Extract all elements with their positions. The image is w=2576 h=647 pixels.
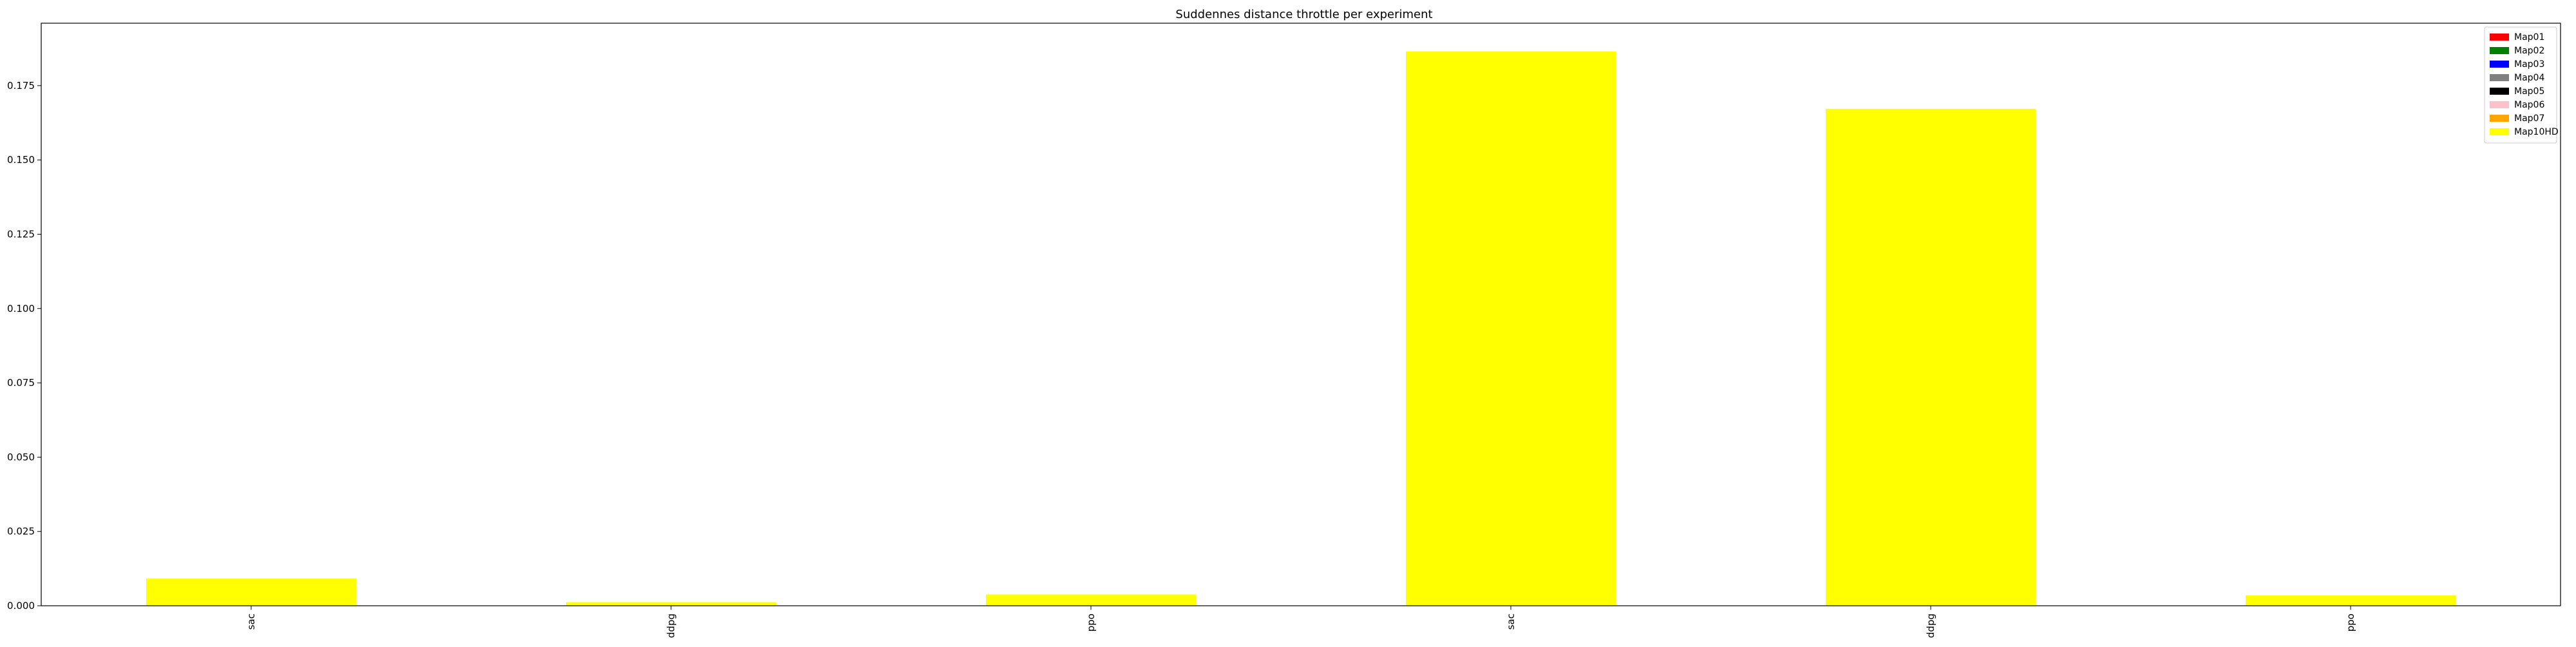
legend-label: Map03 [2514, 59, 2544, 70]
y-tick-label: 0.075 [7, 377, 35, 389]
chart-title: Suddennes distance throttle per experime… [1175, 8, 1432, 21]
y-tick-label: 0.175 [7, 80, 35, 92]
legend-label: Map05 [2514, 86, 2544, 97]
legend-label: Map07 [2514, 113, 2544, 124]
legend-swatch [2490, 74, 2509, 81]
bar [986, 594, 1196, 606]
y-tick-label: 0.025 [7, 526, 35, 537]
y-tick-label: 0.050 [7, 451, 35, 463]
legend-label: Map01 [2514, 32, 2544, 43]
bar [2246, 595, 2456, 606]
bar [1406, 51, 1616, 606]
legend-swatch [2490, 128, 2509, 135]
y-tick-label: 0.100 [7, 303, 35, 314]
x-tick-label: sac [1505, 613, 1517, 630]
legend-swatch [2490, 88, 2509, 95]
legend-label: Map10HD [2514, 127, 2559, 137]
legend-box [2484, 26, 2557, 144]
y-tick-label: 0.150 [7, 154, 35, 166]
x-tick-label: ppo [1085, 613, 1097, 632]
legend-swatch [2490, 47, 2509, 54]
legend-label: Map02 [2514, 46, 2544, 56]
y-tick-label: 0.000 [7, 600, 35, 612]
legend-label: Map06 [2514, 100, 2544, 110]
bar [1826, 108, 2036, 606]
x-axis: sac ddpg ppo sac ddpg ppo [245, 606, 2356, 638]
x-tick-label: ddpg [1925, 613, 1937, 638]
x-tick-label: ddpg [665, 613, 677, 638]
bar [566, 602, 776, 606]
legend-swatch [2490, 115, 2509, 122]
legend-swatch [2490, 61, 2509, 68]
legend-swatch [2490, 34, 2509, 41]
y-tick-label: 0.125 [7, 228, 35, 240]
x-tick-label: ppo [2345, 613, 2356, 632]
plot-frame [41, 23, 2561, 606]
bar [146, 578, 356, 606]
legend-label: Map04 [2514, 73, 2544, 83]
legend: Map01 Map02 Map03 Map04 Map05 Map06 Map07 Map10… [2484, 26, 2559, 144]
legend-swatch [2490, 101, 2509, 108]
y-axis: 0.000 0.025 0.050 0.075 0.100 0.125 0.150 0.175 [7, 80, 41, 612]
x-tick-label: sac [245, 613, 257, 630]
bars-layer [146, 51, 2456, 606]
